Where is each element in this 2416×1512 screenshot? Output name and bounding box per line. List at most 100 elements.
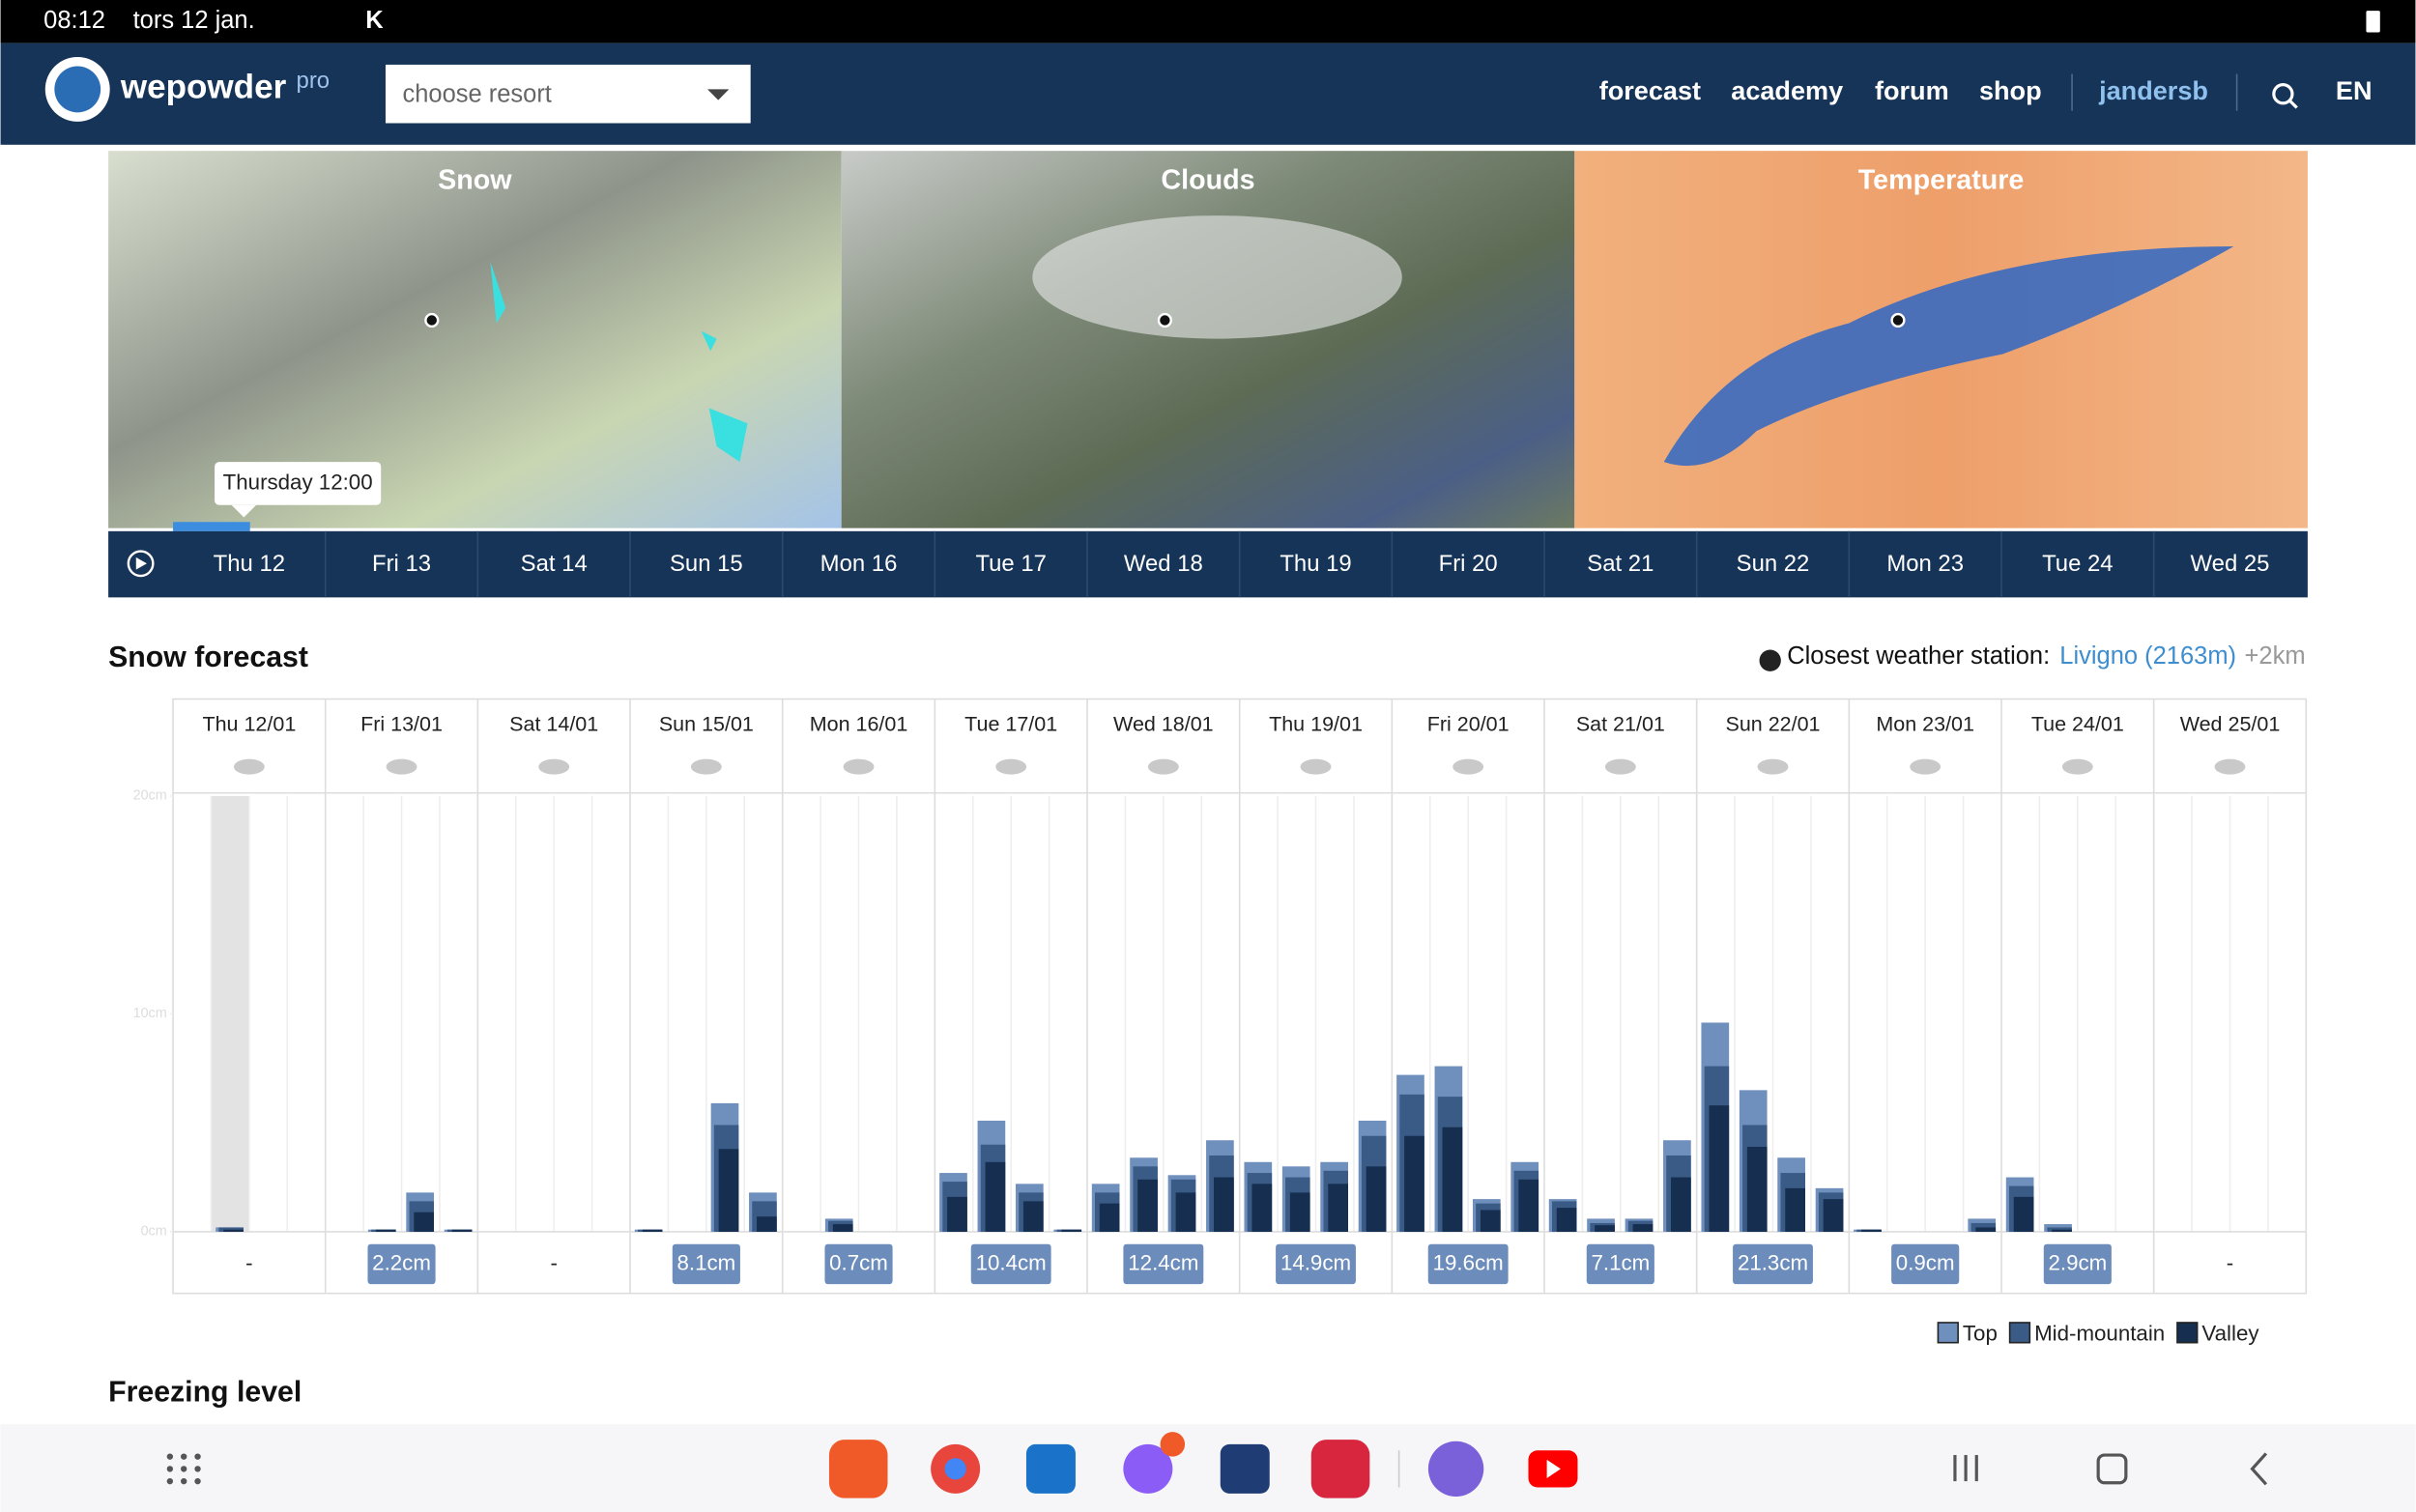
day-tab[interactable]: Thu 19 <box>1280 551 1351 577</box>
day-header: Sun 22/01 <box>1725 712 1820 735</box>
legend-swatch <box>2176 1322 2199 1344</box>
info-icon <box>1759 649 1781 671</box>
snow-bar <box>1823 1199 1844 1232</box>
weather-icon <box>1452 758 1484 775</box>
day-tab[interactable]: Mon 16 <box>820 551 898 577</box>
brand[interactable]: wepowder <box>120 69 287 106</box>
y-tick-label: 0cm <box>141 1224 167 1240</box>
y-tick-label: 20cm <box>133 788 167 804</box>
status-bar <box>0 0 2416 43</box>
station-label: Closest weather station: <box>1787 642 2050 670</box>
day-header: Wed 25/01 <box>2180 712 2281 735</box>
app-icon[interactable] <box>1427 1441 1484 1498</box>
day-total: - <box>2227 1250 2233 1274</box>
snow-bar <box>2052 1229 2072 1232</box>
language[interactable]: EN <box>2336 75 2373 105</box>
day-header: Tue 17/01 <box>964 712 1057 735</box>
snow-bar <box>1480 1210 1501 1232</box>
past-highlight <box>211 795 250 1232</box>
search-icon[interactable] <box>2272 83 2294 105</box>
total-badge <box>1891 1243 1960 1285</box>
snow-bar <box>1214 1177 1234 1232</box>
snow-bar <box>1404 1135 1424 1232</box>
resort-select[interactable] <box>385 64 751 124</box>
day-total: 7.1cm <box>1591 1250 1650 1274</box>
day-tab[interactable]: Tue 17 <box>975 551 1047 577</box>
total-badge <box>970 1243 1051 1285</box>
snow-patch <box>490 261 748 463</box>
nav-link[interactable]: forecast <box>1599 75 1701 105</box>
map-title: Temperature <box>1858 165 2025 196</box>
play-button[interactable] <box>127 550 155 578</box>
day-tab[interactable]: Wed 25 <box>2191 551 2270 577</box>
snow-bar <box>718 1149 739 1232</box>
weather-icon <box>1300 758 1332 775</box>
day-tab[interactable]: Fri 13 <box>372 551 431 577</box>
legend-swatch <box>1937 1322 1959 1344</box>
day-tab[interactable]: Thu 12 <box>214 551 285 577</box>
day-tab[interactable]: Tue 24 <box>2042 551 2114 577</box>
day-total: 14.9cm <box>1280 1250 1351 1274</box>
snow-bar <box>1442 1127 1463 1232</box>
total-badge <box>1733 1243 1813 1285</box>
station-link[interactable]: Livigno (2163m) <box>2059 642 2236 670</box>
android-nav <box>0 1424 2416 1512</box>
day-tab[interactable]: Sat 21 <box>1587 551 1654 577</box>
resort-marker <box>1157 312 1172 328</box>
map-title: Snow <box>438 165 512 196</box>
snow-chart: Thu 12/01 - Fri 13/01 2.2cm Sat 14/01 - Sun 15… <box>133 699 2307 1346</box>
back-button[interactable] <box>2250 1452 2268 1486</box>
snow-bar <box>1137 1179 1158 1232</box>
weather-icon <box>1757 758 1789 775</box>
recents-button[interactable] <box>1953 1455 1978 1482</box>
logo-inner <box>54 66 101 113</box>
app-icon[interactable] <box>1025 1443 1076 1494</box>
total-badge <box>824 1243 893 1285</box>
snow-bar <box>1861 1229 1882 1232</box>
app-icon[interactable] <box>828 1440 888 1498</box>
day-tab[interactable]: Wed 18 <box>1124 551 1203 577</box>
cloud-cover <box>1032 215 1402 339</box>
weather-icon <box>1147 758 1179 775</box>
nav-link[interactable]: shop <box>1979 75 2042 105</box>
day-tab[interactable]: Sun 15 <box>670 551 743 577</box>
day-header: Wed 18/01 <box>1113 712 1214 735</box>
y-tick-label: 10cm <box>133 1006 167 1021</box>
weather-icon <box>690 758 722 775</box>
day-tab[interactable]: Sat 14 <box>521 551 588 577</box>
snow-bar <box>1975 1227 1997 1232</box>
app-icon[interactable] <box>1220 1443 1270 1494</box>
weather-icon <box>1604 758 1636 775</box>
day-header: Fri 20/01 <box>1427 712 1510 735</box>
nav-link[interactable]: forum <box>1875 75 1949 105</box>
day-tab[interactable]: Fri 20 <box>1439 551 1498 577</box>
nav-link[interactable]: academy <box>1731 75 1843 105</box>
nav-bar <box>0 43 2416 145</box>
snow-bar <box>1366 1166 1387 1232</box>
day-tab[interactable]: Mon 23 <box>1886 551 1964 577</box>
day-total: - <box>550 1250 557 1274</box>
app-drawer[interactable] <box>166 1453 201 1485</box>
day-total: 21.3cm <box>1738 1250 1808 1274</box>
legend-label: Top <box>1963 1322 1998 1346</box>
status-icon: K <box>365 7 384 34</box>
snow-bar <box>1061 1229 1082 1232</box>
user-link[interactable]: jandersb <box>2098 75 2208 105</box>
snow-bar <box>375 1229 396 1232</box>
battery <box>2366 11 2380 33</box>
dropdown-arrow <box>707 89 730 100</box>
snow-bar <box>1632 1224 1654 1232</box>
day-header: Mon 23/01 <box>1876 712 1974 735</box>
total-badge <box>672 1243 740 1285</box>
day-header: Fri 13/01 <box>360 712 443 735</box>
app-icon[interactable] <box>1310 1440 1370 1498</box>
cloud-map[interactable] <box>841 151 1575 528</box>
total-badge <box>367 1243 436 1285</box>
app-icon-inner <box>944 1458 966 1480</box>
date: tors 12 jan. <box>133 7 255 34</box>
app-icon[interactable] <box>1123 1443 1173 1494</box>
home-button[interactable] <box>2096 1453 2128 1485</box>
day-tab[interactable]: Sun 22 <box>1737 551 1810 577</box>
weather-icon <box>2061 758 2093 775</box>
